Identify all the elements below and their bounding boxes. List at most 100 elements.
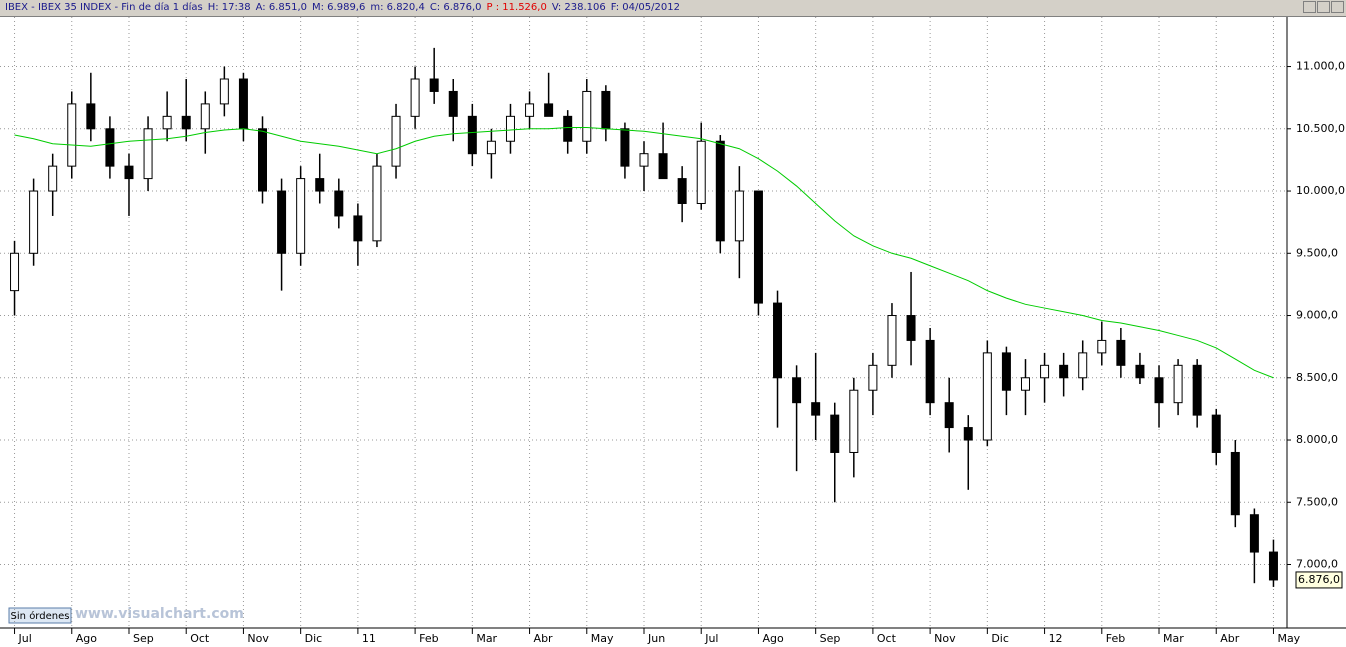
header-field: V: 238.106 — [551, 2, 606, 13]
chart-bg — [0, 17, 1346, 647]
candle-body — [887, 315, 897, 366]
header-field: m: 6.820,4 — [370, 2, 425, 13]
candle-body — [162, 115, 172, 130]
candle-body — [10, 252, 20, 292]
candle-body — [582, 90, 592, 142]
x-tick-label: Mar — [476, 632, 497, 645]
x-tick-label: Dic — [991, 632, 1009, 645]
x-tick-label: Jul — [704, 632, 718, 645]
header-field: M: 6.989,6 — [312, 2, 366, 13]
candle-body — [734, 190, 744, 242]
candle-body — [505, 115, 515, 142]
candle-body — [868, 364, 878, 391]
candle-body — [1249, 514, 1259, 553]
candle-body — [906, 315, 916, 341]
last-price-box — [1295, 571, 1343, 589]
candle-body — [334, 190, 344, 217]
x-tick-label: Dic — [305, 632, 323, 645]
x-tick-label: Oct — [877, 632, 897, 645]
y-tick-label: 8.500,0 — [1296, 371, 1338, 384]
candle-body — [677, 178, 687, 204]
x-tick-label: Nov — [247, 632, 269, 645]
x-tick-label: Feb — [1106, 632, 1125, 645]
candle-body — [86, 103, 96, 130]
candle-body — [143, 128, 153, 180]
x-tick-label: Feb — [419, 632, 438, 645]
y-tick-label: 9.500,0 — [1296, 246, 1338, 259]
chart: Sin órdenes www.visualchart.com 7.000,0 7… — [0, 17, 1346, 647]
candle-body — [849, 389, 859, 453]
candle-body — [811, 402, 821, 416]
status-text: Sin órdenes — [11, 610, 70, 622]
candle-body — [353, 215, 363, 242]
header-field: C: 6.876,0 — [429, 2, 482, 13]
y-tick-label: 10.000,0 — [1296, 184, 1345, 197]
candle-body — [391, 115, 401, 167]
x-tick-label: May — [1277, 632, 1300, 645]
candle-body — [1097, 339, 1107, 354]
candle-body — [620, 128, 630, 167]
last-price-label: 6.876,0 — [1298, 573, 1340, 586]
x-tick-label: Oct — [190, 632, 210, 645]
candle-body — [1230, 451, 1240, 516]
candle-body — [1268, 551, 1278, 581]
x-tick-label: Abr — [534, 632, 554, 645]
candle-body — [1059, 364, 1069, 379]
candle-body — [963, 427, 973, 441]
candle-body — [773, 302, 783, 379]
candle-body — [830, 414, 840, 453]
x-tick-label: Mar — [1163, 632, 1184, 645]
candle-body — [1173, 364, 1183, 404]
minimize-button[interactable] — [1303, 1, 1316, 13]
candle-body — [925, 339, 935, 404]
candle-body — [238, 78, 248, 130]
candle-body — [467, 115, 477, 155]
header-field: P : 11.526,0 — [486, 2, 547, 13]
candle-body — [29, 190, 39, 254]
candle-body — [1020, 377, 1030, 391]
header-field: IBEX - IBEX 35 INDEX - Fin de día 1 días — [5, 2, 203, 13]
candle-body — [753, 190, 763, 304]
x-tick-label: Abr — [1220, 632, 1240, 645]
candle-body — [1078, 352, 1088, 379]
candle-body — [715, 140, 725, 242]
x-tick-label: Sep — [133, 632, 154, 645]
y-tick-label: 7.500,0 — [1296, 495, 1338, 508]
candle-body — [315, 178, 325, 192]
candle-body — [1192, 364, 1202, 416]
candle-body — [200, 103, 210, 130]
candle-body — [1211, 414, 1221, 453]
x-tick-label: Jul — [18, 632, 32, 645]
x-tick-label: 12 — [1049, 632, 1063, 645]
candle-body — [219, 78, 229, 105]
maximize-button[interactable] — [1317, 1, 1330, 13]
x-tick-label: Sep — [820, 632, 841, 645]
status-box[interactable] — [8, 607, 72, 624]
y-tick-label: 7.000,0 — [1296, 558, 1338, 571]
x-tick-label: 11 — [362, 632, 376, 645]
candle-body — [296, 178, 306, 254]
x-tick-label: Jun — [647, 632, 665, 645]
moving-average — [14, 127, 1274, 379]
y-tick-label: 9.000,0 — [1296, 309, 1338, 322]
window-buttons — [1303, 1, 1344, 13]
candle-body — [792, 377, 802, 404]
header-bar: IBEX - IBEX 35 INDEX - Fin de día 1 días… — [0, 0, 1346, 17]
candle-body — [525, 103, 535, 117]
candle-body — [1116, 339, 1126, 366]
close-button[interactable] — [1331, 1, 1344, 13]
candle-body — [67, 103, 77, 167]
y-tick-label: 11.000,0 — [1296, 60, 1345, 73]
candle-body — [124, 165, 134, 180]
candle-body — [1040, 364, 1050, 379]
y-tick-label: 8.000,0 — [1296, 433, 1338, 446]
x-tick-label: May — [591, 632, 614, 645]
candle-body — [105, 128, 115, 167]
candle-body — [429, 78, 439, 92]
candle-body — [639, 153, 649, 167]
candle-body — [658, 153, 668, 180]
candle-body — [277, 190, 287, 254]
candle-body — [544, 103, 554, 117]
candle-body — [258, 128, 268, 192]
candle-body — [410, 78, 420, 117]
